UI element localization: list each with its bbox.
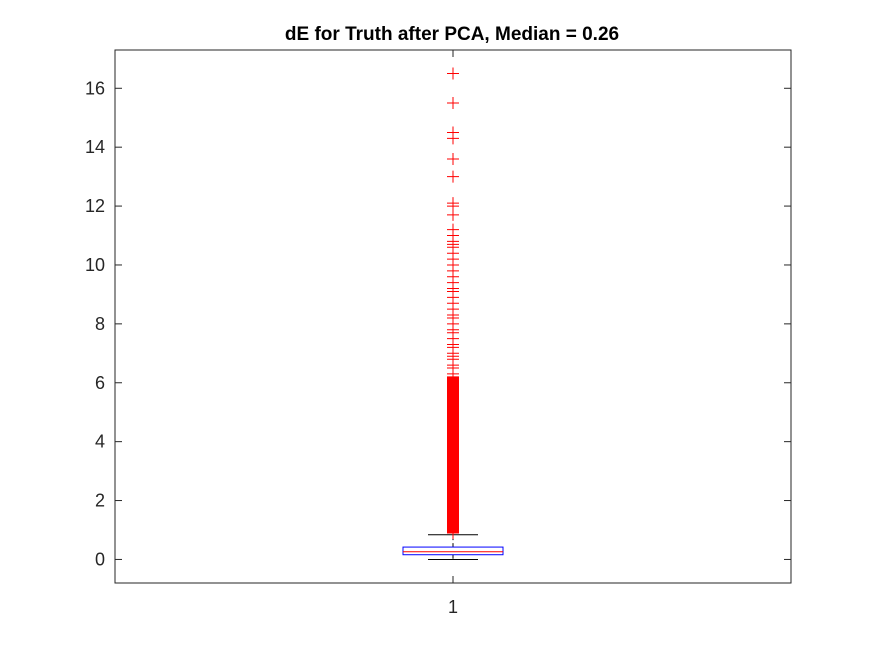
chart-title: dE for Truth after PCA, Median = 0.26	[285, 24, 619, 45]
outlier-marker	[447, 197, 459, 210]
outlier-markers	[447, 67, 459, 539]
y-tick-label: 14	[85, 137, 105, 157]
y-tick-label: 16	[85, 78, 105, 98]
outlier-marker	[447, 152, 459, 165]
outlier-marker	[447, 97, 459, 110]
y-tick-label: 2	[95, 491, 105, 511]
outlier-marker	[447, 67, 459, 80]
x-axis: 1	[448, 50, 458, 617]
y-tick-label: 0	[95, 549, 105, 569]
y-axis: 0 2 4 6 8 10 12 14 16	[85, 78, 791, 569]
y-tick-label: 6	[95, 373, 105, 393]
y-tick-label: 8	[95, 314, 105, 334]
outlier-marker	[447, 223, 459, 236]
iqr-box	[402, 546, 504, 556]
outlier-marker	[447, 170, 459, 183]
outlier-marker	[447, 126, 459, 139]
y-tick-label: 4	[95, 432, 105, 452]
y-tick-label: 10	[85, 255, 105, 275]
x-tick-label: 1	[448, 597, 458, 617]
y-tick-label: 12	[85, 196, 105, 216]
